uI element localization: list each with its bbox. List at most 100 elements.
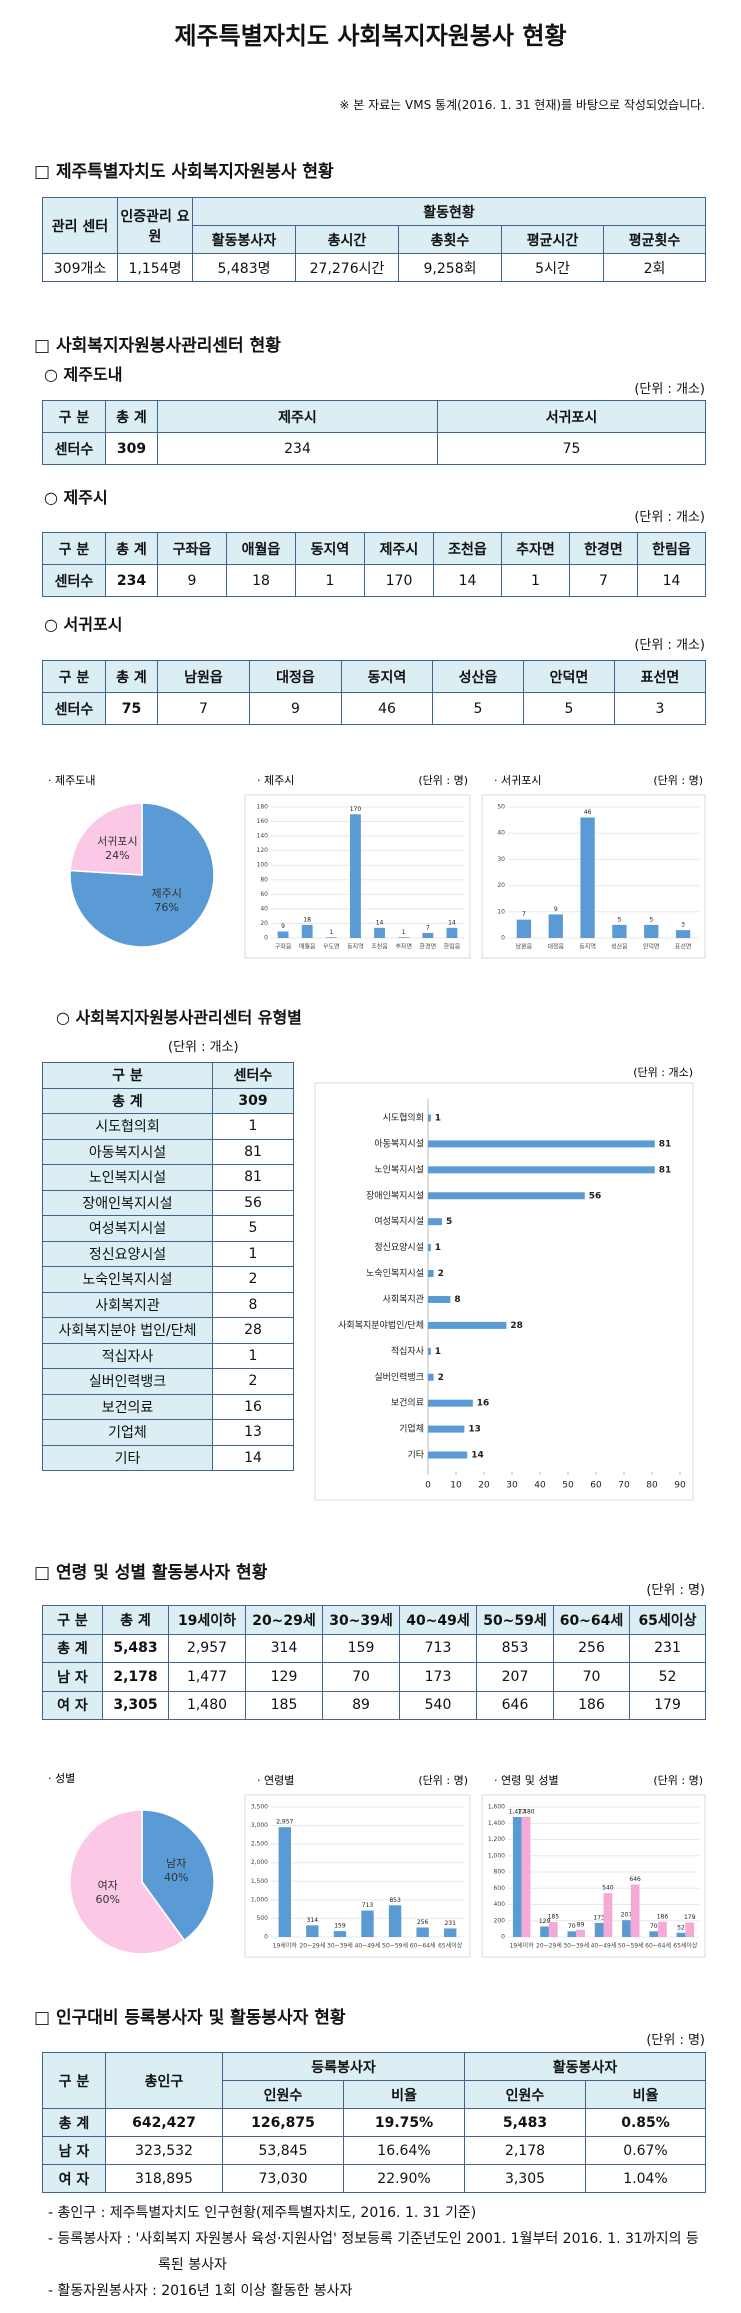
body-cell: 장애인복지시설 xyxy=(42,1189,213,1216)
y-tick-label: 1,200 xyxy=(488,1836,505,1843)
x-tick-label: 20~29세 xyxy=(536,1942,562,1950)
y-tick-label: 500 xyxy=(257,1915,269,1922)
body-cell: 1 xyxy=(501,564,570,597)
header-cell: 구 분 xyxy=(42,660,106,693)
x-tick-label: 65세이상 xyxy=(673,1942,698,1950)
y-tick-label: 노인복지시설 xyxy=(374,1164,424,1175)
x-tick-label: 남원읍 xyxy=(516,943,533,951)
body-cell: 5,483 xyxy=(464,2108,586,2137)
value-label: 1 xyxy=(329,929,333,936)
value-label: 14 xyxy=(448,919,456,926)
body-cell: 173 xyxy=(399,1662,477,1692)
x-tick-label: 성산읍 xyxy=(611,943,628,951)
body-cell: 309개소 xyxy=(42,253,118,282)
bar xyxy=(580,817,595,938)
body-cell: 0.85% xyxy=(585,2108,706,2137)
x-tick-label: 60 xyxy=(590,1481,602,1491)
bar xyxy=(301,924,313,938)
value-label: 89 xyxy=(577,1921,585,1928)
header-cell: 제주시 xyxy=(157,400,438,433)
header-cell: 관리 센터 xyxy=(42,197,118,254)
header-cell: 60~64세 xyxy=(553,1605,630,1635)
bar xyxy=(428,1140,655,1148)
x-tick-label: 60~64세 xyxy=(645,1942,671,1950)
unit-note: (단위 : 명) xyxy=(646,2033,705,2048)
value-label: 1,480 xyxy=(517,1808,534,1815)
header-cell: 센터수 xyxy=(212,1062,294,1089)
bar xyxy=(428,1295,451,1303)
table-row: 센터수 234 9 18 1 170 14 1 7 14 xyxy=(42,564,706,597)
body-cell: 노숙인복지시설 xyxy=(42,1266,213,1293)
body-cell: 159 xyxy=(322,1633,400,1663)
x-tick-label: 조천읍 xyxy=(371,943,388,951)
body-cell: 1,154명 xyxy=(117,253,193,282)
header-cell: 총시간 xyxy=(295,225,399,254)
body-cell: 아동복지시설 xyxy=(42,1138,213,1165)
body-cell: 713 xyxy=(399,1633,477,1663)
body-cell: 사회복지관 xyxy=(42,1291,213,1318)
header-cell: 40~49세 xyxy=(399,1605,477,1635)
value-label: 2,957 xyxy=(276,1819,293,1826)
header-cell: 비율 xyxy=(343,2080,465,2109)
x-tick-label: 50 xyxy=(562,1481,574,1491)
unit-note: (단위 : 개소) xyxy=(634,638,705,653)
table-row: 센터수 75 7 9 46 5 5 3 xyxy=(42,692,706,725)
bar xyxy=(428,1244,431,1252)
value-label: 18 xyxy=(303,916,311,923)
value-label: 5 xyxy=(649,916,653,923)
body-cell: 5,483명 xyxy=(192,253,296,282)
value-label: 70 xyxy=(568,1923,576,1930)
table-row: 구 분 센터수 xyxy=(42,1062,294,1089)
table-row: 실버인력뱅크 2 xyxy=(42,1368,294,1395)
y-tick-label: 기업체 xyxy=(399,1424,424,1435)
header-cell: 구 분 xyxy=(42,400,106,433)
body-cell: 75 xyxy=(105,692,158,725)
section-heading: □ 사회복지자원봉사관리센터 현황 xyxy=(34,336,281,356)
value-label: 9 xyxy=(281,923,285,930)
x-tick-label: 90 xyxy=(674,1481,686,1491)
body-cell: 14 xyxy=(433,564,502,597)
body-cell: 56 xyxy=(212,1189,294,1216)
y-tick-label: 20 xyxy=(260,920,268,927)
x-tick-label: 40 xyxy=(534,1481,546,1491)
value-label: 14 xyxy=(471,1451,484,1461)
body-cell: 14 xyxy=(637,564,706,597)
y-tick-label: 160 xyxy=(257,818,269,825)
body-cell: 185 xyxy=(245,1690,323,1720)
table-row: 기업체 13 xyxy=(42,1419,294,1446)
x-tick-label: 애월읍 xyxy=(299,943,316,951)
y-tick-label: 3,500 xyxy=(251,1804,268,1811)
header-cell: 구 분 xyxy=(42,532,106,565)
subsection-title: ○ 서귀포시 xyxy=(44,615,123,634)
header-cell: 동지역 xyxy=(295,532,365,565)
y-tick-label: 1,600 xyxy=(488,1804,505,1811)
x-tick-label: 30~39세 xyxy=(563,1942,589,1950)
body-cell: 27,276시간 xyxy=(295,253,399,282)
x-tick-label: 19세이하 xyxy=(273,1942,298,1950)
body-cell: 314 xyxy=(245,1633,323,1663)
value-label: 186 xyxy=(657,1913,669,1920)
value-label: 28 xyxy=(510,1321,523,1331)
header-cell: 추자면 xyxy=(501,532,570,565)
bar xyxy=(325,937,337,938)
bar xyxy=(676,1932,686,1937)
value-label: 5 xyxy=(446,1217,452,1227)
table-row: 남 자 2,178 1,477 129 70 173 207 70 52 xyxy=(42,1662,706,1692)
body-cell: 2,957 xyxy=(168,1633,246,1663)
value-label: 2 xyxy=(438,1269,444,1279)
body-cell: 256 xyxy=(553,1633,630,1663)
subsection-title: ○ 제주도내 xyxy=(44,365,123,384)
body-cell: 센터수 xyxy=(42,432,106,465)
header-cell: 평균시간 xyxy=(501,225,604,254)
x-tick-label: 한경면 xyxy=(420,943,437,951)
value-label: 8 xyxy=(454,1295,460,1305)
table-row: 활동봉사자 총시간 총횟수 평균시간 평균횟수 xyxy=(43,225,707,254)
bar xyxy=(685,1922,695,1937)
table-row: 총 계 642,427 126,875 19.75% 5,483 0.85% xyxy=(42,2108,706,2137)
y-tick-label: 200 xyxy=(494,1917,506,1924)
y-tick-label: 0 xyxy=(501,935,505,942)
value-label: 853 xyxy=(389,1897,401,1904)
value-label: 207 xyxy=(621,1912,633,1919)
body-cell: 53,845 xyxy=(222,2136,344,2165)
